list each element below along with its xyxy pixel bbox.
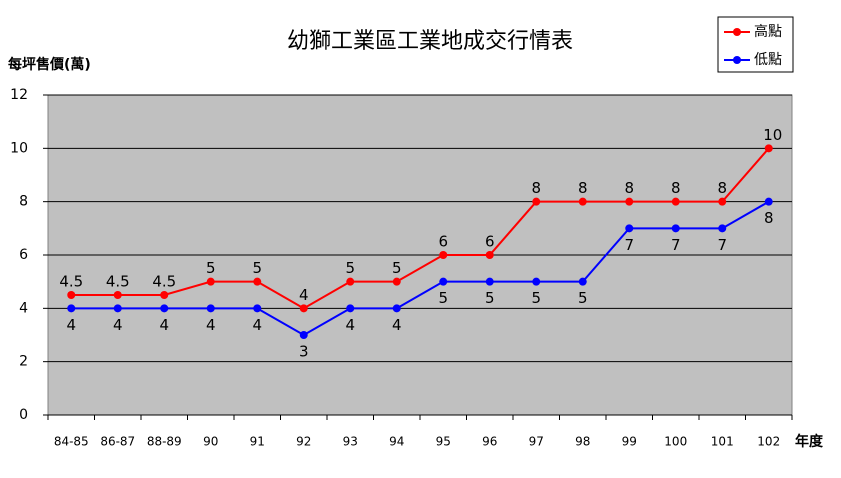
data-point: [764, 144, 773, 153]
data-label: 6: [438, 233, 448, 251]
data-point: [113, 291, 122, 299]
data-label: 5: [206, 259, 216, 277]
y-tick-label: 12: [10, 87, 28, 103]
x-tick-label: 100: [664, 435, 687, 449]
data-point: [206, 304, 215, 313]
data-label: 4: [392, 316, 402, 334]
data-point: [439, 251, 448, 259]
x-tick-label: 84-85: [54, 435, 89, 449]
data-label: 8: [578, 179, 588, 197]
data-label: 5: [438, 289, 448, 307]
series-line: [71, 200, 770, 337]
data-label: 5: [252, 259, 262, 277]
x-tick-label: 101: [711, 435, 734, 449]
x-tick-label: 88-89: [147, 435, 182, 449]
x-tick-label: 93: [343, 435, 358, 449]
data-label: 6: [485, 233, 495, 251]
x-tick-label: 96: [482, 435, 497, 449]
data-point: [67, 291, 76, 299]
data-label: 8: [717, 179, 727, 197]
data-point: [206, 277, 215, 286]
x-tick-label: 98: [575, 435, 590, 449]
data-point: [718, 197, 727, 206]
x-tick-label: 86-87: [100, 435, 135, 449]
data-label: 8: [531, 179, 541, 197]
data-label: 5: [531, 289, 541, 307]
data-point: [392, 277, 401, 286]
data-label: 7: [624, 236, 634, 254]
data-label: 5: [392, 259, 402, 277]
legend-label: 低點: [754, 52, 782, 68]
data-point: [532, 277, 541, 286]
data-point: [485, 251, 494, 259]
y-tick-label: 0: [19, 407, 28, 423]
x-tick-label: 91: [250, 435, 265, 449]
x-tick-label: 97: [529, 435, 544, 449]
x-axis-label: 年度: [795, 433, 824, 450]
data-point: [346, 277, 355, 286]
y-tick-label: 8: [19, 194, 28, 210]
x-tick-label: 92: [296, 435, 311, 449]
data-label: 5: [345, 259, 355, 277]
x-tick-label: 102: [757, 435, 780, 449]
data-label: 10: [763, 126, 782, 144]
legend-marker: [733, 28, 741, 36]
data-point: [625, 197, 634, 206]
data-label: 3: [299, 343, 309, 361]
data-point: [532, 197, 541, 206]
chart-title: 幼獅工業區工業地成交行情表: [287, 29, 573, 54]
data-label: 4: [299, 286, 309, 304]
data-point: [764, 197, 773, 206]
data-label: 4: [345, 316, 355, 334]
data-point: [485, 277, 494, 286]
data-label: 7: [671, 236, 681, 254]
data-label: 4: [159, 316, 169, 334]
data-point: [299, 304, 308, 313]
data-point: [625, 224, 634, 233]
y-tick-label: 10: [10, 140, 28, 156]
data-label: 4: [206, 316, 216, 334]
legend-label: 高點: [754, 23, 782, 40]
x-tick-label: 94: [389, 435, 404, 449]
data-point: [346, 304, 355, 313]
data-point: [67, 304, 76, 313]
data-point: [578, 197, 587, 206]
data-point: [253, 304, 262, 313]
y-tick-label: 2: [19, 354, 28, 370]
data-label: 4: [66, 316, 76, 334]
data-point: [160, 304, 169, 313]
data-point: [299, 331, 308, 339]
data-label: 7: [717, 236, 727, 254]
legend-box: [717, 16, 794, 73]
data-point: [671, 197, 680, 206]
data-point: [439, 277, 448, 286]
data-label: 8: [764, 209, 774, 227]
data-label: 4.5: [106, 273, 130, 291]
data-point: [718, 224, 727, 233]
x-tick-label: 95: [436, 435, 451, 449]
data-point: [392, 304, 401, 313]
data-label: 8: [624, 179, 634, 197]
legend-marker: [733, 56, 741, 64]
data-label: 8: [671, 179, 681, 197]
data-point: [671, 224, 680, 233]
x-tick-label: 90: [203, 435, 218, 449]
y-tick-label: 6: [19, 247, 28, 263]
x-tick-label: 99: [622, 435, 637, 449]
y-tick-label: 4: [19, 300, 28, 316]
y-axis-label: 每坪售價(萬): [8, 56, 91, 73]
data-point: [253, 277, 262, 286]
data-label: 5: [578, 289, 588, 307]
data-point: [578, 277, 587, 286]
series-line: [71, 147, 770, 310]
data-label: 5: [485, 289, 495, 307]
data-label: 4.5: [59, 273, 83, 291]
data-label: 4.5: [152, 273, 176, 291]
data-point: [160, 291, 169, 299]
data-label: 4: [113, 316, 123, 334]
data-point: [113, 304, 122, 313]
data-label: 4: [252, 316, 262, 334]
